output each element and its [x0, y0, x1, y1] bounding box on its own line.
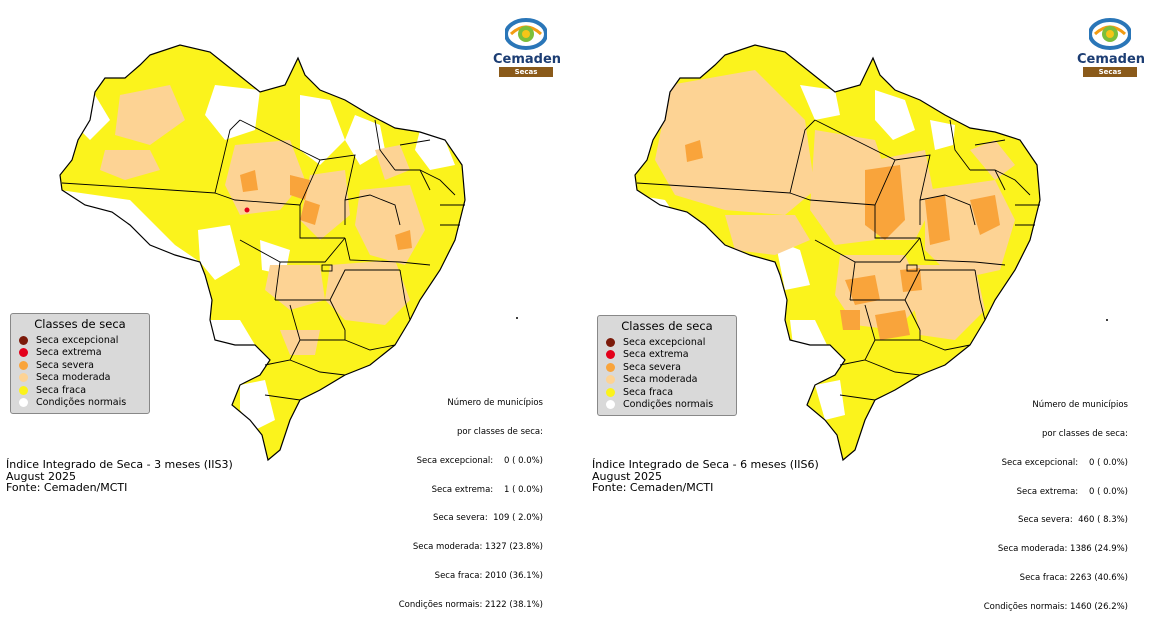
legend-item: Seca moderada	[15, 372, 145, 385]
cemaden-logo: Cemaden Secas	[1077, 16, 1146, 77]
stats-severa: Seca severa: 460 ( 8.3%)	[1018, 515, 1128, 526]
legend: Classes de seca Seca excepcional Seca ext…	[597, 315, 737, 416]
stats-extrema: Seca extrema: 0 ( 0.0%)	[1016, 486, 1128, 497]
legend-item: Seca extrema	[15, 347, 145, 360]
map-title: Índice Integrado de Seca - 3 meses (IIS3…	[6, 458, 233, 471]
legend-swatch	[606, 350, 615, 360]
municipality-stats: Número de municípios por classes de seca…	[399, 380, 543, 629]
legend-item: Condições normais	[602, 399, 732, 412]
stats-header-1: Número de municípios	[447, 398, 543, 409]
legend-label: Condições normais	[623, 399, 714, 411]
legend-item: Seca extrema	[602, 349, 732, 362]
legend-label: Seca severa	[623, 361, 681, 373]
legend-label: Seca moderada	[623, 374, 698, 386]
legend-label: Condições normais	[36, 397, 127, 409]
stats-normais: Condições normais: 2122 (38.1%)	[398, 599, 543, 610]
legend-item: Condições normais	[15, 397, 145, 410]
logo-brand: Cemaden	[493, 52, 562, 67]
legend-item: Seca severa	[15, 359, 145, 372]
stats-header-2: por classes de seca:	[1042, 428, 1128, 439]
logo-sub: Secas	[1083, 67, 1137, 77]
legend-swatch	[606, 387, 615, 397]
legend-label: Seca excepcional	[36, 334, 119, 346]
stats-fraca: Seca fraca: 2010 (36.1%)	[434, 570, 543, 581]
map-date: August 2025	[592, 469, 662, 483]
legend-swatch	[19, 335, 28, 345]
legend-item: Seca moderada	[602, 374, 732, 387]
legend-swatch	[606, 337, 615, 347]
brazil-drought-map	[634, 44, 1108, 462]
stats-extrema: Seca extrema: 1 ( 0.0%)	[431, 484, 543, 495]
legend-label: Seca fraca	[36, 384, 87, 396]
legend-item: Seca severa	[602, 361, 732, 374]
legend-swatch	[19, 385, 28, 395]
state-borders	[59, 44, 466, 462]
legend-swatch	[606, 375, 615, 385]
legend-item: Seca excepcional	[15, 334, 145, 347]
legend-title: Classes de seca	[621, 319, 713, 333]
logo-sub: Secas	[499, 67, 553, 77]
legend-item: Seca excepcional	[602, 336, 732, 349]
legend-item: Seca fraca	[15, 384, 145, 397]
stats-excepcional: Seca excepcional: 0 ( 0.0%)	[1001, 457, 1128, 468]
map-footer: Índice Integrado de Seca - 3 meses (IIS3…	[6, 459, 233, 494]
legend-swatch	[19, 373, 28, 383]
stats-moderada: Seca moderada: 1327 (23.8%)	[412, 542, 543, 553]
brazil-drought-map	[59, 44, 518, 462]
stats-header-1: Número de municípios	[1032, 400, 1128, 411]
legend-label: Seca extrema	[36, 347, 102, 359]
legend-label: Seca severa	[36, 359, 94, 371]
map-panel-iis6: Cemaden Secas Classes de seca Seca excep…	[575, 0, 1150, 611]
municipality-stats: Número de municípios por classes de seca…	[984, 382, 1128, 631]
cemaden-eye-icon	[505, 18, 547, 50]
legend-label: Seca fraca	[623, 386, 674, 398]
legend-item: Seca fraca	[602, 386, 732, 399]
legend-label: Seca moderada	[36, 372, 111, 384]
drought-class-areas	[635, 70, 1015, 420]
map-panel-iis3: Cemaden Secas Classes de seca Seca excep…	[0, 0, 575, 609]
stats-header-2: por classes de seca:	[457, 426, 543, 437]
logo-brand: Cemaden	[1077, 52, 1146, 67]
legend-label: Seca excepcional	[623, 336, 706, 348]
stats-excepcional: Seca excepcional: 0 ( 0.0%)	[416, 455, 543, 466]
map-footer: Índice Integrado de Seca - 6 meses (IIS6…	[592, 459, 819, 494]
legend-swatch	[19, 398, 28, 408]
cemaden-logo: Cemaden Secas	[493, 16, 562, 77]
stats-severa: Seca severa: 109 ( 2.0%)	[433, 513, 543, 524]
stats-moderada: Seca moderada: 1386 (24.9%)	[997, 544, 1128, 555]
legend-swatch	[19, 348, 28, 358]
state-borders	[634, 44, 1041, 462]
map-date: August 2025	[6, 469, 76, 483]
cemaden-eye-icon	[1089, 18, 1131, 50]
legend-swatch	[606, 400, 615, 410]
legend-label: Seca extrema	[623, 349, 689, 361]
drought-class-areas	[60, 85, 455, 430]
legend-swatch	[606, 362, 615, 372]
legend: Classes de seca Seca excepcional Seca ext…	[10, 313, 150, 414]
map-source: Fonte: Cemaden/MCTI	[592, 481, 714, 494]
legend-swatch	[19, 360, 28, 370]
stats-normais: Condições normais: 1460 (26.2%)	[983, 601, 1128, 612]
map-title: Índice Integrado de Seca - 6 meses (IIS6…	[592, 458, 819, 471]
legend-title: Classes de seca	[34, 317, 126, 331]
stats-fraca: Seca fraca: 2263 (40.6%)	[1019, 572, 1128, 583]
map-source: Fonte: Cemaden/MCTI	[6, 481, 128, 494]
island-dot	[1106, 319, 1108, 321]
island-dot	[516, 317, 518, 319]
